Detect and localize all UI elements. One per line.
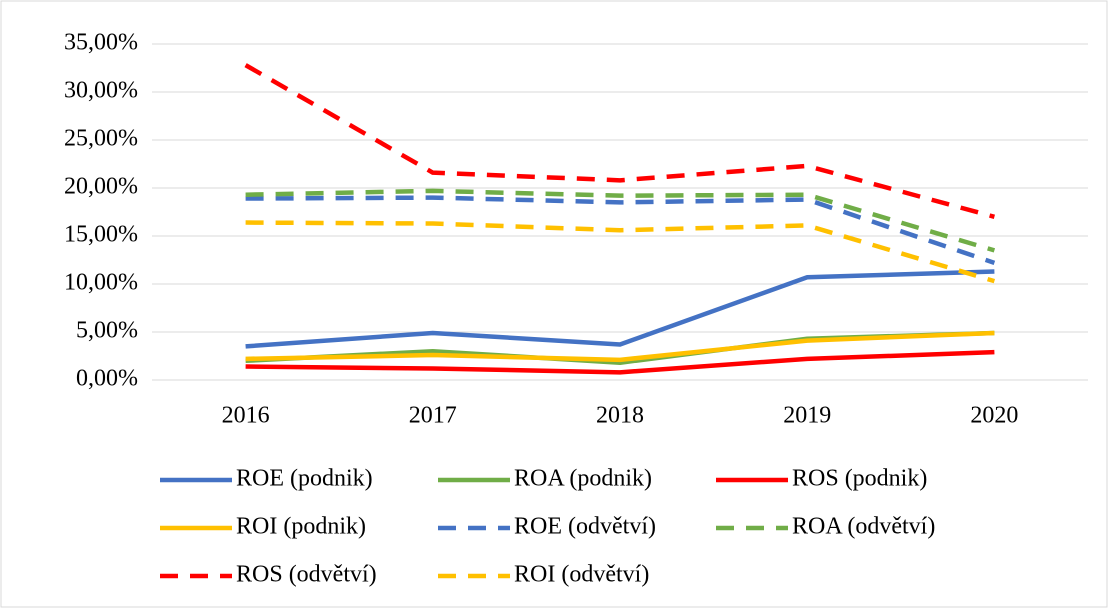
- series-line: [245, 349, 995, 375]
- legend-label: ROE (odvětví): [514, 514, 656, 540]
- series-line: [244, 63, 995, 219]
- legend-label: ROS (podnik): [792, 466, 927, 492]
- y-tick-label: 10,00%: [64, 270, 138, 296]
- y-tick-label: 25,00%: [64, 126, 138, 152]
- legend-label: ROA (podnik): [514, 466, 652, 492]
- series-line: [245, 269, 995, 349]
- y-tick-label: 20,00%: [64, 174, 138, 200]
- series-line: [245, 330, 995, 363]
- x-tick-label: 2016: [222, 403, 270, 429]
- legend-label: ROS (odvětví): [236, 562, 377, 588]
- series-line: [245, 220, 996, 284]
- x-tick-label: 2018: [596, 403, 644, 429]
- x-tick-label: 2020: [970, 403, 1018, 429]
- legend-label: ROI (podnik): [236, 514, 366, 540]
- series-line: [245, 195, 996, 266]
- y-tick-label: 0,00%: [76, 366, 138, 392]
- legend-label: ROI (odvětví): [514, 562, 649, 588]
- series-line: [245, 188, 996, 253]
- y-tick-label: 15,00%: [64, 222, 138, 248]
- legend-label: ROA (odvětví): [792, 514, 935, 540]
- x-tick-label: 2017: [409, 403, 457, 429]
- x-tick-label: 2019: [783, 403, 831, 429]
- legend-label: ROE (podnik): [236, 466, 373, 492]
- y-tick-label: 30,00%: [64, 78, 138, 104]
- y-tick-label: 5,00%: [76, 318, 138, 344]
- y-tick-label: 35,00%: [64, 30, 138, 56]
